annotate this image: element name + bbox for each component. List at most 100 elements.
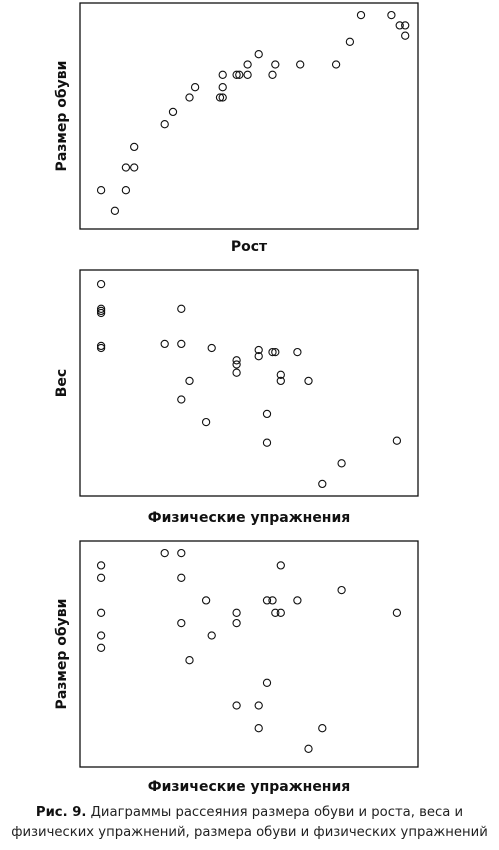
data-point xyxy=(232,360,241,369)
y-axis-title: Размер обуви xyxy=(54,599,70,710)
data-point xyxy=(318,479,327,489)
data-point xyxy=(345,37,355,46)
data-point xyxy=(401,21,410,30)
data-point xyxy=(121,163,131,172)
x-axis-title: Рост xyxy=(231,239,268,255)
data-point xyxy=(331,60,341,69)
data-point xyxy=(254,701,263,710)
data-point xyxy=(218,93,227,102)
plot-frame xyxy=(79,2,419,230)
data-point xyxy=(271,608,280,617)
scatter-plot-exercise-weight: Физические упражнения Вес xyxy=(54,269,419,526)
point-group xyxy=(96,279,402,489)
data-point xyxy=(177,339,186,349)
data-point xyxy=(218,70,227,79)
y-axis-title: Размер обуви xyxy=(54,61,70,172)
data-point xyxy=(232,70,241,79)
data-point xyxy=(262,678,272,687)
scatter-plot-exercise-shoe: Физические упражнения Размер обуви xyxy=(54,540,419,795)
data-point xyxy=(215,93,225,102)
data-point xyxy=(96,573,106,582)
data-point xyxy=(254,352,263,361)
data-point xyxy=(276,608,285,617)
data-point xyxy=(293,596,302,605)
data-point xyxy=(268,347,277,357)
data-point xyxy=(96,608,106,617)
data-point xyxy=(110,206,120,215)
data-point xyxy=(190,83,200,92)
data-point xyxy=(235,70,244,79)
data-point xyxy=(185,656,194,665)
data-point xyxy=(293,347,302,357)
data-point xyxy=(207,631,216,640)
data-point xyxy=(395,21,404,30)
data-point xyxy=(177,573,186,582)
data-point xyxy=(232,356,241,365)
data-point xyxy=(207,343,216,353)
data-point xyxy=(271,347,280,357)
data-point xyxy=(271,60,280,69)
data-point xyxy=(177,548,186,558)
data-point xyxy=(177,618,186,628)
data-point xyxy=(201,596,211,605)
data-point xyxy=(254,724,263,733)
data-point xyxy=(268,596,277,605)
data-point xyxy=(276,370,285,379)
data-point xyxy=(130,163,139,172)
data-point xyxy=(177,304,186,313)
data-point xyxy=(96,306,106,316)
plot-frame xyxy=(79,269,419,497)
data-point xyxy=(243,70,252,79)
data-point xyxy=(262,438,272,447)
data-point xyxy=(318,724,327,733)
data-point xyxy=(337,459,346,468)
data-point xyxy=(254,50,263,59)
data-point xyxy=(276,376,285,386)
data-point xyxy=(96,631,106,640)
data-point xyxy=(304,744,313,753)
figure-number: Рис. 9. xyxy=(35,805,87,820)
data-point xyxy=(392,608,402,617)
data-point xyxy=(356,10,366,20)
data-point xyxy=(96,304,106,313)
data-point xyxy=(168,107,178,117)
data-point xyxy=(160,548,169,558)
data-point xyxy=(160,120,169,129)
data-point xyxy=(96,186,106,195)
figure-caption: Рис. 9. Диаграммы рассеяния размера обув… xyxy=(0,803,499,843)
data-point xyxy=(185,376,194,386)
data-point xyxy=(96,643,106,652)
data-point xyxy=(201,417,211,427)
y-axis-title: Вес xyxy=(54,369,70,397)
data-point xyxy=(232,608,241,617)
data-point xyxy=(276,561,285,570)
data-point xyxy=(392,436,402,445)
data-point xyxy=(160,339,169,349)
point-group xyxy=(96,548,402,753)
caption-text: Диаграммы рассеяния размера обуви и рост… xyxy=(11,805,488,840)
data-point xyxy=(96,343,106,353)
data-point xyxy=(177,395,186,404)
data-point xyxy=(121,186,131,195)
data-point xyxy=(96,308,106,318)
data-point xyxy=(337,585,346,595)
data-point xyxy=(96,279,106,289)
data-point xyxy=(401,31,410,40)
data-point xyxy=(232,368,241,377)
data-point xyxy=(296,60,305,69)
data-point xyxy=(232,701,241,710)
x-axis-title: Физические упражнения xyxy=(148,779,351,795)
data-point xyxy=(96,561,106,570)
data-point xyxy=(232,618,241,628)
data-point xyxy=(130,142,139,152)
plot-frame xyxy=(79,540,419,768)
data-point xyxy=(218,83,227,92)
scatter-figure: Рост Размер обуви Физические упражнения … xyxy=(54,2,419,795)
data-point xyxy=(262,596,272,605)
data-point xyxy=(254,345,263,355)
data-point xyxy=(387,10,396,20)
x-axis-title: Физические упражнения xyxy=(148,510,351,526)
scatter-plot-height-shoe: Рост Размер обуви xyxy=(54,2,419,255)
data-point xyxy=(268,70,277,79)
data-point xyxy=(243,60,252,69)
